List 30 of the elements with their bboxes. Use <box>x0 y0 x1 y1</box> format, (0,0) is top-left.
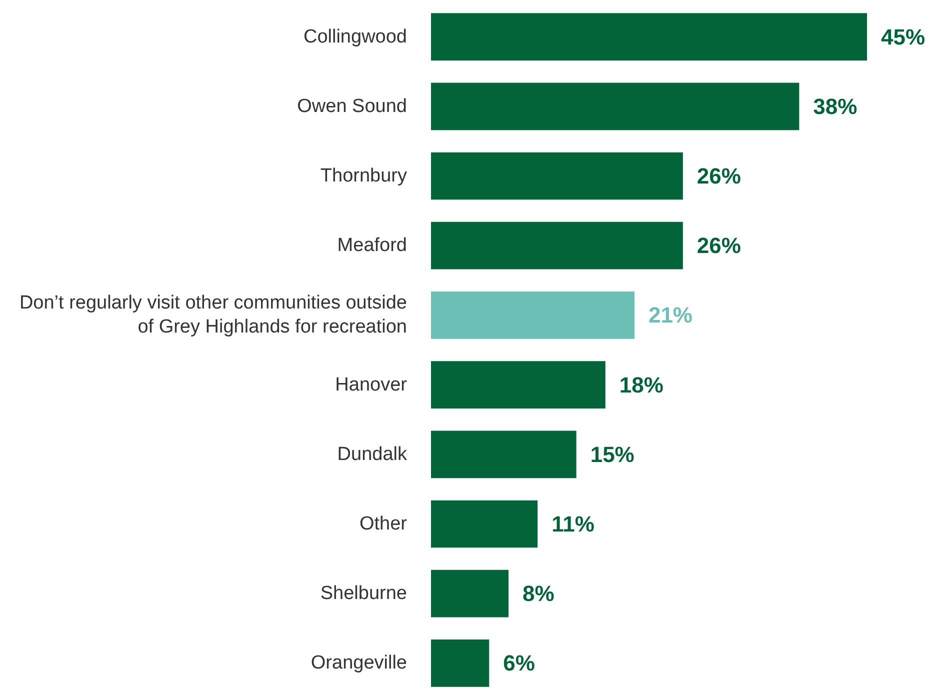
y-tick-label: Hanover <box>335 374 408 396</box>
data-label: 26% <box>696 164 741 188</box>
y-tick-label: Orangeville <box>310 652 407 674</box>
y-tick-label: Don’t regularly visit other communities outside of Grey Highlands for recreation <box>19 292 407 338</box>
y-tick-label: Meaford <box>337 235 407 256</box>
data-label: 38% <box>813 94 858 119</box>
bar <box>431 430 576 478</box>
data-label: 18% <box>619 372 664 398</box>
bar <box>431 500 538 548</box>
y-tick-label: Thornbury <box>320 166 408 186</box>
bar <box>431 222 683 270</box>
bar <box>431 640 490 687</box>
bar <box>431 13 867 60</box>
data-label: 15% <box>590 442 634 467</box>
bar <box>431 152 683 200</box>
data-label: 45% <box>881 24 926 50</box>
data-label: 21% <box>648 302 693 328</box>
bar <box>431 570 509 618</box>
data-label: 6% <box>503 650 535 676</box>
bar <box>431 292 634 339</box>
bar <box>431 82 800 130</box>
bar <box>431 361 606 408</box>
y-tick-label: Dundalk <box>337 444 408 465</box>
y-tick-label: Other <box>359 514 408 534</box>
data-label: 11% <box>552 512 594 536</box>
data-label: 8% <box>522 581 554 606</box>
y-tick-label: Shelburne <box>320 583 407 604</box>
data-label: 26% <box>696 233 741 258</box>
y-tick-label: Owen Sound <box>297 96 407 117</box>
y-tick-label: Collingwood <box>303 26 407 48</box>
